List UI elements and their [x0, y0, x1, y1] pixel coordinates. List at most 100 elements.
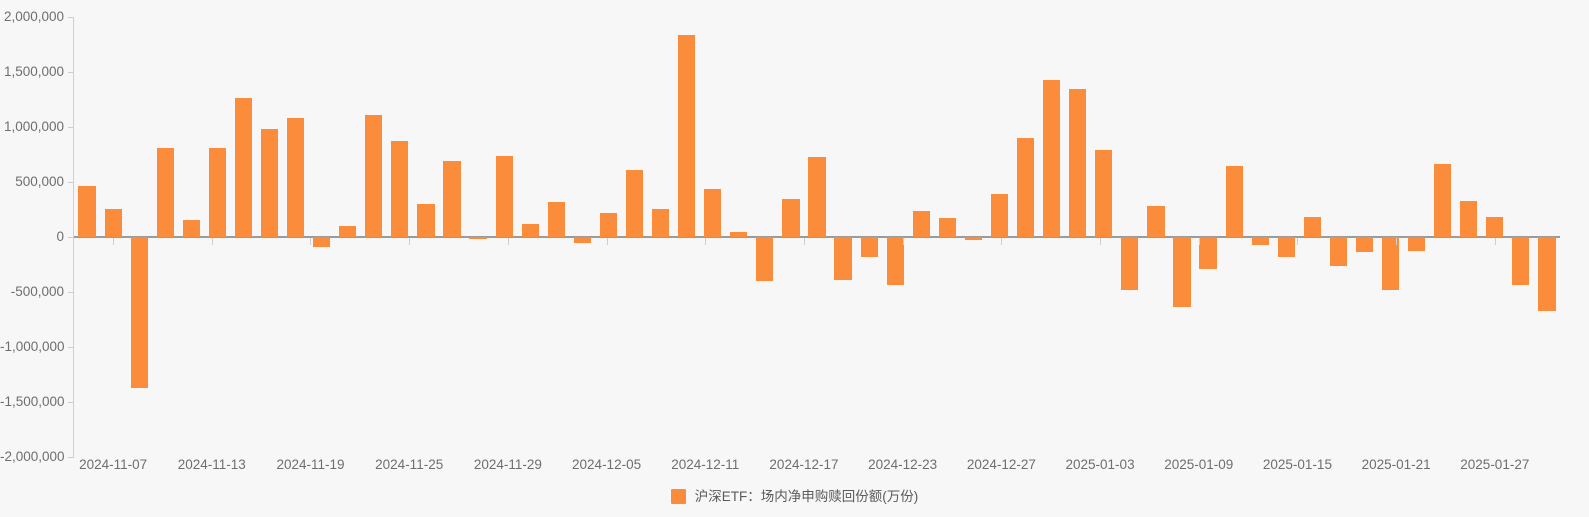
x-axis-tick-mark [1396, 238, 1398, 245]
bar[interactable] [1225, 166, 1243, 237]
x-axis-tick-mark [507, 238, 509, 245]
bar[interactable] [1408, 237, 1426, 251]
bar[interactable] [1199, 237, 1217, 269]
y-axis-tick-label: 500,000 [15, 174, 64, 189]
bar[interactable] [156, 148, 174, 237]
y-axis-tick-label: 0 [56, 229, 64, 244]
bar[interactable] [1329, 237, 1347, 267]
bar[interactable] [1095, 150, 1113, 237]
x-axis-tick-label: 2024-11-19 [276, 457, 345, 472]
y-axis-tick-mark [68, 237, 74, 238]
bar[interactable] [1147, 205, 1165, 237]
bar[interactable] [1512, 237, 1530, 286]
bar[interactable] [1069, 88, 1087, 237]
bar[interactable] [651, 208, 670, 237]
x-axis-tick-label: 2024-12-23 [868, 457, 938, 472]
bar[interactable] [495, 156, 513, 237]
x-axis-tick-mark [310, 238, 312, 245]
y-axis-tick-label: -1,000,000 [0, 339, 65, 354]
bar[interactable] [391, 141, 409, 237]
y-axis-tick-mark [68, 17, 74, 18]
x-axis-tick-mark [1198, 238, 1200, 245]
bar[interactable] [1043, 80, 1061, 237]
bar[interactable] [704, 188, 722, 237]
x-axis-tick-label: 2025-01-15 [1262, 457, 1332, 472]
bar[interactable] [78, 185, 96, 237]
y-axis-tick-label: -1,500,000 [0, 394, 65, 409]
bar[interactable] [313, 237, 331, 248]
bar[interactable] [1121, 237, 1139, 290]
x-axis-tick-label: 2025-01-21 [1361, 457, 1431, 472]
y-axis-tick-mark [68, 182, 74, 183]
x-axis-tick-label: 2024-12-11 [671, 457, 740, 472]
bar[interactable] [182, 220, 200, 237]
bar[interactable] [756, 237, 774, 281]
bar[interactable] [886, 237, 904, 286]
bar[interactable] [1355, 237, 1374, 252]
x-axis-tick-mark [1494, 238, 1496, 245]
bar[interactable] [1538, 237, 1556, 311]
x-axis-tick-label: 2024-12-27 [966, 457, 1036, 472]
y-axis-tick-mark [68, 402, 74, 403]
x-axis-tick-mark [1001, 238, 1003, 245]
chart-legend: 沪深ETF：场内净申购赎回份额(万份) [0, 489, 1589, 504]
bar[interactable] [860, 237, 878, 258]
y-axis-tick-mark [68, 292, 74, 293]
bar[interactable] [234, 97, 253, 237]
bar[interactable] [1016, 138, 1035, 237]
bar[interactable] [964, 237, 983, 241]
y-axis-tick-mark [68, 457, 74, 458]
x-axis-tick-mark [113, 238, 115, 245]
bar[interactable] [1277, 237, 1295, 258]
y-axis-tick-label: -500,000 [10, 284, 64, 299]
bar[interactable] [365, 115, 383, 237]
x-axis-tick-label: 2024-12-05 [572, 457, 642, 472]
bar[interactable] [521, 224, 539, 237]
x-axis-tick-label: 2025-01-03 [1065, 457, 1135, 472]
x-axis-tick-mark [803, 238, 805, 245]
x-axis-tick-label: 2024-11-07 [79, 457, 148, 472]
bar[interactable] [130, 237, 148, 389]
bar[interactable] [1251, 237, 1269, 245]
bar[interactable] [417, 204, 435, 237]
bar[interactable] [599, 213, 618, 237]
x-axis-tick-label: 2024-11-29 [473, 457, 542, 472]
bar[interactable] [625, 170, 644, 237]
bar[interactable] [208, 147, 226, 237]
x-axis-tick-label: 2025-01-27 [1460, 457, 1530, 472]
bar[interactable] [260, 129, 279, 237]
x-axis-tick-mark [705, 238, 707, 245]
bar[interactable] [834, 237, 852, 280]
x-axis-tick-label: 2024-12-17 [769, 457, 839, 472]
y-axis-tick-label: 1,000,000 [3, 119, 64, 134]
bar[interactable] [286, 118, 305, 237]
y-axis-tick-mark [68, 127, 74, 128]
bar[interactable] [782, 199, 800, 237]
bar[interactable] [339, 226, 357, 237]
bar[interactable] [808, 157, 826, 237]
legend-label: 沪深ETF：场内净申购赎回份额(万份) [694, 488, 919, 504]
bar[interactable] [547, 201, 565, 237]
y-axis-tick-label: -2,000,000 [0, 449, 65, 464]
bar[interactable] [990, 194, 1009, 237]
bar[interactable] [1486, 217, 1504, 237]
bar[interactable] [1173, 237, 1191, 307]
x-axis-tick-mark [211, 238, 213, 245]
bar[interactable] [469, 237, 487, 239]
bar[interactable] [1303, 217, 1321, 237]
bar[interactable] [730, 232, 748, 237]
bar[interactable] [573, 237, 591, 244]
y-axis-tick-mark [68, 347, 74, 348]
bar[interactable] [938, 218, 956, 237]
bar[interactable] [104, 209, 122, 237]
x-axis-tick-mark [1100, 238, 1102, 245]
y-axis-tick-mark [68, 72, 74, 73]
bar[interactable] [1434, 163, 1452, 237]
bar[interactable] [1381, 237, 1400, 291]
bar[interactable] [1460, 201, 1478, 237]
x-axis-tick-mark [409, 238, 411, 245]
bar[interactable] [912, 211, 930, 237]
bar[interactable] [443, 160, 461, 237]
bar[interactable] [678, 35, 696, 237]
